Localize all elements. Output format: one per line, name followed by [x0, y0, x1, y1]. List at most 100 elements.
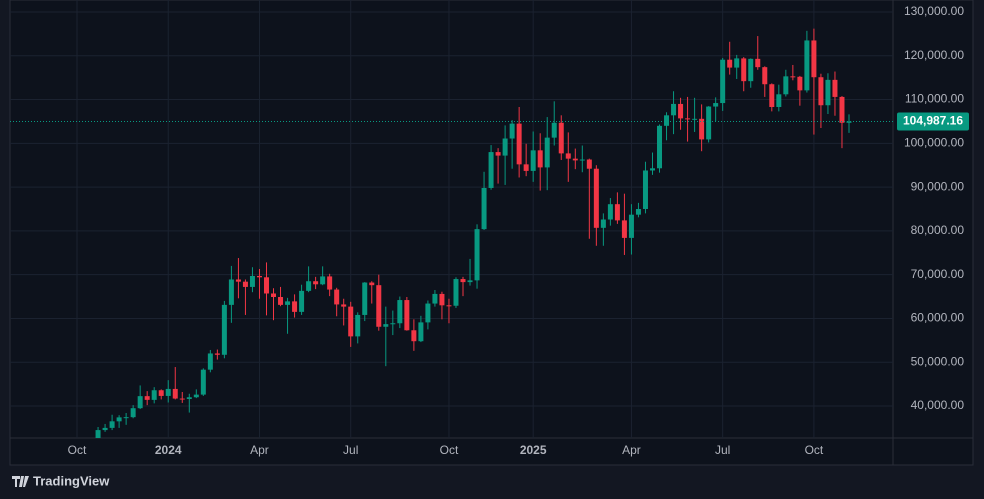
candle-body [369, 282, 375, 286]
candle-body [523, 164, 529, 171]
candle-body [762, 67, 768, 85]
y-tick-label: 110,000.00 [905, 92, 964, 106]
y-tick-label: 70,000.00 [911, 267, 965, 281]
candle-body [362, 282, 368, 315]
candle-body [685, 118, 691, 120]
last-price-label: 104,987.16 [903, 114, 963, 128]
candle-body [790, 76, 796, 78]
candle-body [748, 58, 754, 82]
candle-body [355, 314, 361, 337]
y-tick-label: 130,000.00 [904, 4, 964, 18]
x-tick-label: Oct [440, 443, 459, 457]
candle-body [628, 214, 634, 238]
x-tick-label: Jul [715, 443, 730, 457]
candle-body [727, 59, 733, 68]
y-tick-label: 80,000.00 [911, 223, 965, 237]
candle-body [720, 59, 726, 104]
candle-body [186, 397, 192, 399]
x-tick-label: Apr [250, 443, 269, 457]
last-price-box [897, 112, 969, 131]
candle-body [432, 293, 438, 304]
candle-body [509, 123, 515, 139]
candle-body [678, 103, 684, 119]
chart-frame [9, 0, 974, 466]
x-tick-label: 2025 [520, 443, 547, 457]
candle-body [235, 279, 241, 282]
candle-body [649, 168, 655, 171]
candle-body [460, 279, 466, 283]
candle-body [151, 390, 157, 400]
x-tick-label: Oct [68, 443, 87, 457]
grid [10, 0, 893, 438]
candle-body [565, 153, 571, 159]
y-tick-label: 60,000.00 [911, 311, 965, 325]
candle-body [334, 289, 340, 305]
candle-body [397, 300, 403, 324]
candle-body [130, 408, 136, 418]
candle-body [776, 94, 782, 107]
candle-body [278, 296, 284, 305]
candle-body [137, 396, 143, 409]
x-tick-label: Jul [343, 443, 358, 457]
candle-body [516, 123, 522, 165]
candle-body [607, 204, 613, 220]
y-tick-label: 120,000.00 [904, 48, 964, 62]
candle-body [692, 118, 698, 120]
logo [12, 476, 29, 487]
candle-body [586, 159, 592, 169]
x-tick-label: Apr [622, 443, 641, 457]
candle-body [95, 430, 101, 438]
candle-body [642, 170, 648, 209]
candle-body [544, 137, 550, 168]
candle-body [797, 76, 803, 91]
x-tick-label: Oct [805, 443, 824, 457]
candle-body [811, 40, 817, 78]
candle-body [249, 275, 255, 287]
candle-body [263, 277, 269, 294]
candle-body [102, 427, 108, 431]
candle-body [292, 301, 298, 312]
candle-body [635, 208, 641, 215]
candle-body [306, 281, 312, 291]
candle-body [579, 159, 585, 161]
candle-body [453, 279, 459, 306]
candle-body [804, 40, 810, 91]
candle-body [172, 388, 178, 399]
candle-body [242, 281, 248, 287]
candle-body [572, 158, 578, 161]
candle-body [376, 285, 382, 327]
candle-body [769, 84, 775, 107]
candle-body [818, 77, 824, 106]
candle-body [116, 417, 122, 422]
candle-body [228, 279, 234, 305]
candle-body [600, 219, 606, 228]
candle-body [706, 106, 712, 140]
candle-body [558, 122, 564, 154]
brand: TradingView [33, 473, 110, 488]
candle-body [256, 275, 262, 278]
candle-body [214, 353, 220, 355]
candle-body [285, 301, 291, 305]
overlay: 40,000.00 50,000.00 60,000.00 70,000.00 80,0… [10, 4, 969, 457]
y-tick-label: 50,000.00 [911, 354, 965, 368]
candle-body [221, 304, 227, 355]
candle-body [488, 152, 494, 188]
candle-body [741, 58, 747, 82]
candle-body [614, 204, 620, 221]
candle-body [313, 281, 319, 285]
candle-body [734, 58, 740, 68]
candle-body [390, 323, 396, 325]
candle-body [411, 330, 417, 342]
y-tick-label: 40,000.00 [911, 398, 965, 412]
candle-body [158, 390, 164, 396]
x-tick-label: 2024 [155, 443, 182, 457]
candle-body [537, 150, 543, 168]
candles [95, 28, 852, 438]
candle-body [341, 304, 347, 307]
candle-body [109, 421, 115, 428]
candle-body [474, 229, 480, 281]
candle-body [530, 150, 536, 171]
candle-body [193, 394, 199, 398]
candle-body [664, 115, 670, 126]
candle-body [502, 138, 508, 156]
